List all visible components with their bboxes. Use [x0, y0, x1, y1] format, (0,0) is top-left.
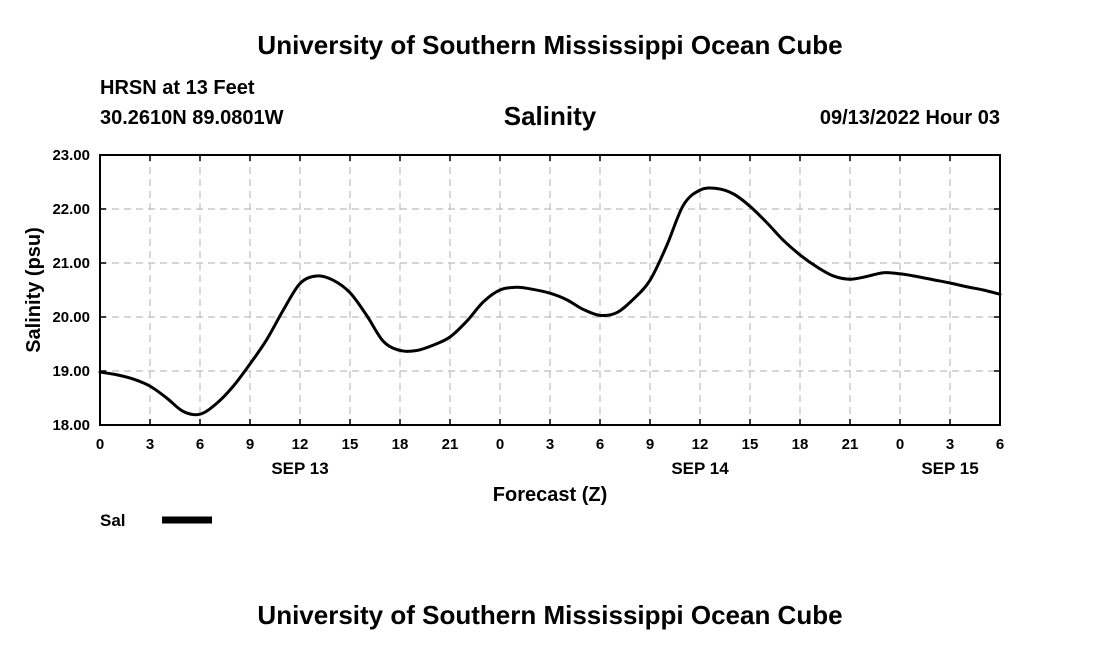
plot-frame: [99, 154, 1001, 426]
x-tick-label: 6: [196, 436, 204, 453]
station-coordinates: 30.2610N 89.0801W: [100, 107, 284, 129]
page-title-top: University of Southern Mississippi Ocean…: [257, 30, 843, 60]
date-label: SEP 13: [271, 459, 328, 478]
chart-title: Salinity: [503, 101, 597, 131]
series-lines: [98, 186, 1002, 417]
x-tick-label: 21: [842, 436, 859, 453]
x-tick-label: 6: [596, 436, 604, 453]
page-title-bottom: University of Southern Mississippi Ocean…: [257, 600, 843, 630]
x-tick-label: 0: [96, 436, 104, 453]
series-line-sal: [98, 186, 1002, 417]
x-tick-label: 0: [896, 436, 904, 453]
y-tick-label: 19.00: [52, 363, 90, 380]
x-tick-label: 15: [342, 436, 359, 453]
x-tick-label: 12: [692, 436, 709, 453]
y-tick-label: 20.00: [52, 309, 90, 326]
x-tick-label: 9: [646, 436, 654, 453]
x-tick-label: 15: [742, 436, 759, 453]
x-tick-label: 3: [546, 436, 554, 453]
x-tick-label: 0: [496, 436, 504, 453]
forecast-datetime: 09/13/2022 Hour 03: [819, 107, 1000, 129]
legend: Sal: [100, 511, 212, 530]
y-tick-label: 21.00: [52, 255, 90, 272]
x-tick-label: 18: [792, 436, 809, 453]
x-tick-label: 3: [146, 436, 154, 453]
axis-tick-labels: 0 3 6 9 12 15 18 21 0 3 6 9 12 15 18 21 0 3 6 18.00 19.00 20.…: [52, 147, 1004, 478]
x-tick-label: 6: [996, 436, 1004, 453]
y-tick-label: 23.00: [52, 147, 90, 164]
x-tick-label: 21: [442, 436, 459, 453]
x-axis-title: Forecast (Z): [493, 484, 607, 506]
y-axis-title: Salinity (psu): [23, 227, 45, 353]
y-tick-label: 22.00: [52, 201, 90, 218]
x-tick-label: 9: [246, 436, 254, 453]
x-tick-label: 3: [946, 436, 954, 453]
date-label: SEP 15: [921, 459, 978, 478]
station-name: HRSN at 13 Feet: [100, 77, 255, 99]
x-tick-label: 18: [392, 436, 409, 453]
date-label: SEP 14: [671, 459, 729, 478]
legend-label: Sal: [100, 511, 126, 530]
y-tick-label: 18.00: [52, 417, 90, 434]
x-tick-label: 12: [292, 436, 309, 453]
